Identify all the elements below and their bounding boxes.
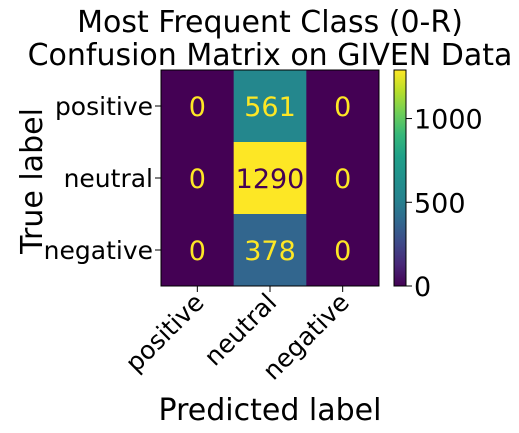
- cell-value-label: 1290: [236, 164, 305, 195]
- heatmap-cell: [233, 142, 307, 215]
- chart-title-line-1: Most Frequent Class (0-R): [77, 5, 463, 40]
- y-tick-label: neutral: [64, 164, 153, 193]
- colorbar: [393, 69, 407, 287]
- heatmap-cell: [161, 70, 235, 143]
- heatmap-cell: [161, 142, 235, 215]
- heatmap-cell: [233, 214, 307, 287]
- x-tick-label: positive: [120, 288, 210, 378]
- heatmap-cell: [306, 70, 380, 143]
- cell-value-label: 0: [189, 164, 206, 195]
- cell-value-label: 561: [244, 92, 296, 123]
- cell-value-label: 0: [189, 92, 206, 123]
- colorbar-ticks: 0 500 1000: [406, 105, 483, 303]
- heatmap-cells: 0 561 0 0 1290 0 0 378 0: [161, 70, 380, 287]
- cell-value-label: 0: [334, 164, 351, 195]
- chart-title-line-2: Confusion Matrix on GIVEN Data: [28, 38, 513, 73]
- colorbar-tick-label: 0: [414, 272, 431, 303]
- x-axis-label: Predicted label: [159, 393, 382, 428]
- cell-value-label: 0: [334, 92, 351, 123]
- y-tick-label: positive: [55, 92, 153, 121]
- colorbar-tick-label: 500: [414, 188, 466, 219]
- y-axis-ticks: positive neutral negative: [44, 92, 161, 265]
- cell-value-label: 0: [334, 236, 351, 267]
- heatmap-cell: [161, 214, 235, 287]
- y-tick-label: negative: [44, 236, 153, 265]
- heatmap-cell: [306, 142, 380, 215]
- y-axis-label: True label: [15, 108, 50, 255]
- cell-value-label: 378: [244, 236, 296, 267]
- heatmap-cell: [306, 214, 380, 287]
- colorbar-tick-label: 1000: [414, 105, 483, 136]
- heatmap-cell: [233, 70, 307, 143]
- cell-value-label: 0: [189, 236, 206, 267]
